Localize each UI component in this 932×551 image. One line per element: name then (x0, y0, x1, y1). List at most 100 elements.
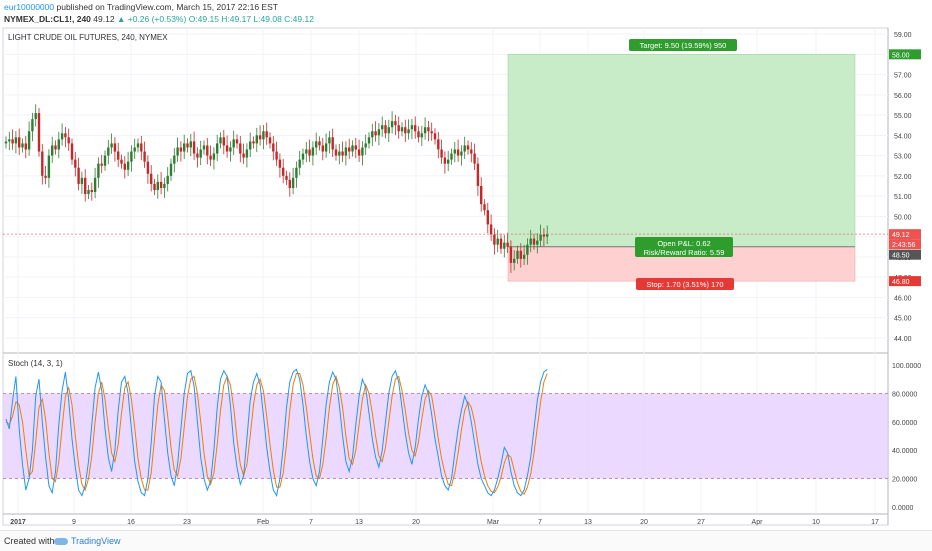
candle[interactable] (206, 137, 209, 165)
candle[interactable] (470, 142, 473, 163)
candle[interactable] (315, 132, 318, 155)
candle[interactable] (235, 134, 239, 149)
candle[interactable] (113, 137, 117, 162)
price-candles[interactable] (4, 104, 549, 273)
stoch-lines[interactable] (5, 368, 548, 497)
candle[interactable] (163, 177, 166, 198)
candle[interactable] (348, 138, 351, 160)
price-axis[interactable]: 44.0045.0046.0047.0048.0049.0050.0051.00… (889, 32, 921, 343)
candle[interactable] (414, 116, 417, 139)
candle[interactable] (90, 182, 93, 201)
candle[interactable] (222, 129, 225, 155)
time-axis[interactable]: 2017 9 16 23 Feb 7 13 20 Mar 7 13 20 27 Apr 10 17 (10, 519, 879, 526)
candle[interactable] (288, 172, 291, 197)
entry-axis-label[interactable]: 48.50 (892, 253, 910, 260)
candle[interactable] (377, 122, 381, 146)
candle[interactable] (341, 141, 344, 162)
candle[interactable] (54, 140, 57, 155)
candle[interactable] (44, 165, 47, 185)
candle[interactable] (212, 147, 216, 170)
candle[interactable] (153, 178, 156, 196)
candle[interactable] (400, 122, 404, 137)
candle[interactable] (486, 202, 489, 234)
candle[interactable] (407, 119, 410, 140)
candle[interactable] (420, 125, 423, 147)
candle[interactable] (216, 134, 219, 162)
candle[interactable] (480, 177, 483, 212)
candle[interactable] (21, 138, 24, 153)
candle[interactable] (321, 137, 324, 161)
candle[interactable] (64, 127, 67, 148)
position-labels[interactable]: Target: 9.50 (19.59%) 950 Open P&L: 0.62R… (629, 39, 737, 290)
candle[interactable] (496, 229, 499, 253)
author-link[interactable]: eur10000000 (4, 2, 55, 12)
candle[interactable] (423, 117, 427, 140)
candle[interactable] (387, 119, 390, 143)
candle[interactable] (529, 229, 532, 253)
candle[interactable] (146, 155, 150, 184)
candle[interactable] (318, 136, 321, 151)
candle[interactable] (117, 142, 120, 168)
stoch-k-line[interactable] (5, 368, 548, 497)
candle[interactable] (136, 138, 140, 153)
candle[interactable] (404, 119, 407, 143)
candle[interactable] (27, 121, 31, 156)
candle[interactable] (542, 228, 546, 247)
candle[interactable] (37, 107, 41, 157)
candle[interactable] (390, 111, 394, 134)
candle[interactable] (159, 171, 163, 195)
candle[interactable] (301, 148, 305, 165)
candle[interactable] (133, 138, 136, 160)
candle[interactable] (265, 122, 268, 145)
candle[interactable] (47, 149, 51, 188)
candle[interactable] (437, 131, 440, 159)
candle[interactable] (539, 224, 542, 247)
candle[interactable] (456, 139, 460, 162)
candle[interactable] (252, 136, 255, 149)
candle[interactable] (173, 148, 176, 173)
candle[interactable] (229, 141, 232, 162)
candle[interactable] (143, 141, 146, 168)
candle[interactable] (354, 137, 357, 159)
stoch-d-line[interactable] (5, 373, 548, 496)
candle[interactable] (11, 129, 14, 150)
candle[interactable] (483, 199, 486, 216)
candle[interactable] (67, 128, 70, 151)
candle[interactable] (239, 135, 242, 163)
candle[interactable] (526, 238, 529, 265)
candle[interactable] (397, 116, 400, 139)
candle[interactable] (536, 233, 539, 254)
candle[interactable] (245, 143, 249, 168)
candle[interactable] (298, 150, 301, 176)
candle[interactable] (519, 243, 522, 268)
candle[interactable] (225, 135, 229, 158)
candle[interactable] (367, 132, 371, 149)
candle[interactable] (209, 145, 212, 166)
candle[interactable] (41, 144, 44, 185)
candle[interactable] (77, 157, 80, 191)
candle[interactable] (126, 151, 130, 177)
candle[interactable] (331, 128, 334, 157)
candle[interactable] (334, 144, 338, 161)
candle[interactable] (532, 233, 536, 250)
candle[interactable] (473, 143, 476, 170)
candle[interactable] (291, 167, 295, 195)
candle[interactable] (192, 131, 196, 160)
candle[interactable] (447, 150, 450, 172)
candle[interactable] (328, 131, 331, 154)
candle[interactable] (311, 141, 315, 166)
candle[interactable] (272, 135, 275, 161)
candle[interactable] (433, 128, 437, 145)
candle[interactable] (169, 158, 173, 181)
candle[interactable] (31, 112, 34, 142)
candle[interactable] (242, 143, 245, 164)
candle[interactable] (460, 145, 463, 166)
candle[interactable] (374, 121, 377, 142)
candle[interactable] (268, 132, 272, 149)
candle[interactable] (357, 139, 361, 162)
candle[interactable] (509, 240, 513, 273)
candle[interactable] (14, 131, 18, 154)
candle[interactable] (417, 126, 420, 143)
candle[interactable] (371, 123, 374, 147)
